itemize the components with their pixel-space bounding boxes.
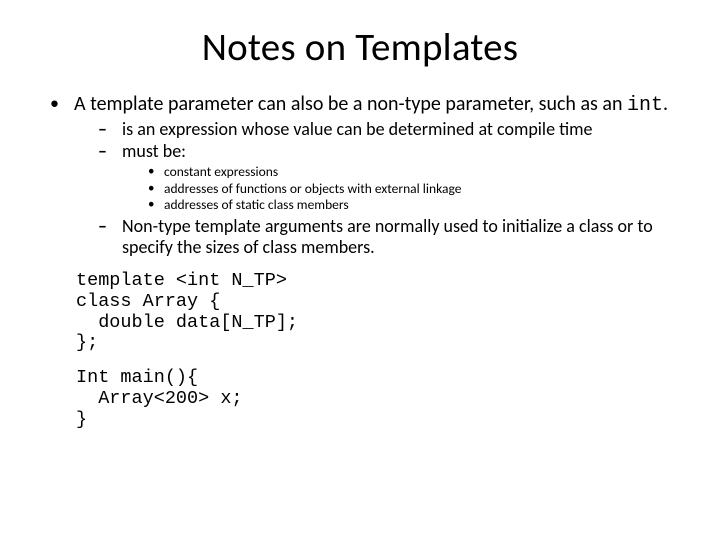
dash-icon: – (98, 141, 122, 162)
level2-item: – Non-type template arguments are normal… (98, 216, 684, 257)
code-line: class Array { (76, 291, 220, 312)
code-line: Int main(){ (76, 367, 198, 388)
level1-text: A template parameter can also be a non-t… (74, 93, 668, 117)
level2-item: – must be: (98, 141, 684, 162)
level3-item: • addresses of functions or objects with… (148, 181, 684, 197)
level3-text: constant expressions (164, 164, 278, 180)
level3-item: • addresses of static class members (148, 197, 684, 213)
content-area: • A template parameter can also be a non… (36, 93, 684, 430)
code-block-1: template <int N_TP> class Array { double… (76, 271, 684, 354)
level2-list: – is an expression whose value can be de… (98, 119, 684, 257)
level3-list: • constant expressions • addresses of fu… (148, 164, 684, 213)
code-line: template <int N_TP> (76, 270, 287, 291)
level1-item: • A template parameter can also be a non… (48, 93, 684, 117)
code-line: double data[N_TP]; (76, 312, 298, 333)
text-fragment: A template parameter can also be a non-t… (74, 92, 627, 116)
code-line: }; (76, 332, 98, 353)
level3-item: • constant expressions (148, 164, 684, 180)
code-block-2: Int main(){ Array<200> x; } (76, 368, 684, 430)
bullet-icon: • (148, 181, 164, 197)
level3-text: addresses of functions or objects with e… (164, 181, 461, 197)
bullet-icon: • (148, 164, 164, 180)
code-line: } (76, 409, 87, 430)
dash-icon: – (98, 119, 122, 140)
slide: Notes on Templates • A template paramete… (0, 0, 720, 540)
bullet-icon: • (48, 93, 74, 114)
slide-title: Notes on Templates (36, 24, 684, 71)
code-line: Array<200> x; (76, 388, 243, 409)
inline-code: int (627, 94, 663, 117)
level3-text: addresses of static class members (164, 197, 349, 213)
level2-text: Non-type template arguments are normally… (122, 216, 684, 257)
level2-text: is an expression whose value can be dete… (122, 119, 592, 140)
text-fragment: . (663, 92, 668, 116)
level2-text: must be: (122, 141, 186, 162)
dash-icon: – (98, 216, 122, 237)
bullet-icon: • (148, 197, 164, 213)
level2-item: – is an expression whose value can be de… (98, 119, 684, 140)
